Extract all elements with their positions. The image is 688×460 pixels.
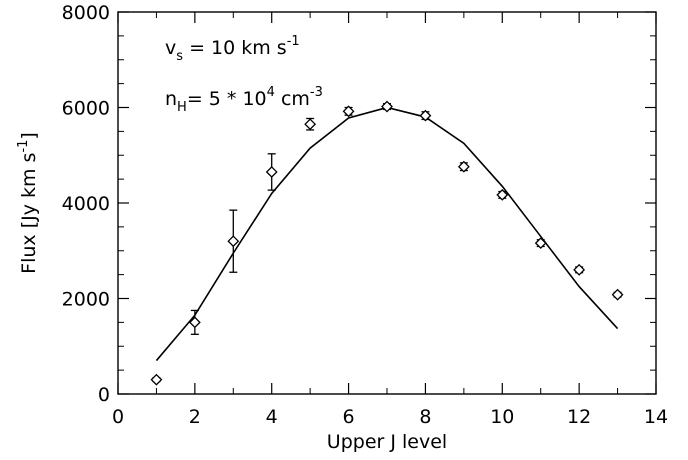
diamond-marker [304,118,317,131]
annotation-velocity-sub: s [176,49,183,64]
diamond-marker [150,373,163,386]
data-point [381,100,393,113]
diamond-marker [457,160,470,173]
x-tick-label: 12 [567,406,591,428]
annotation-density-symbol: n [165,88,177,110]
diamond-marker [342,105,355,118]
diamond-marker [573,263,586,276]
axis-ticks [117,11,657,395]
data-point [265,153,278,191]
annotation-density: nH= 5 * 104 cm-3 [165,85,323,115]
x-tick-label: 0 [112,406,124,428]
data-point [150,373,163,386]
y-axis-title-main: Flux [Jy km s [18,153,40,274]
x-tick-label: 4 [266,406,278,428]
data-point [573,263,586,276]
y-tick-label: 8000 [62,2,110,24]
plot-frame [117,11,657,395]
annotation-density-value: = 5 * 10 [187,88,267,110]
x-tick-label: 8 [419,406,431,428]
diamond-marker [496,188,509,201]
axis-tick-labels: 0 2 4 6 8 10 12 14 0 2000 4000 6000 8000 [62,2,668,428]
diamond-marker [534,237,547,250]
diamond-marker [227,235,240,248]
y-tick-label: 0 [98,384,110,406]
y-tick-label: 2000 [62,289,110,311]
annotation-velocity: vs = 10 km s-1 [165,34,300,64]
model-line [155,106,619,362]
data-point [457,160,470,173]
data-point [419,109,432,122]
y-tick-label: 6000 [62,98,110,120]
data-point [188,309,201,335]
annotation-density-sub: H [177,100,187,115]
x-tick-label: 14 [644,406,668,428]
data-point [534,237,547,250]
annotation-density-exp: 4 [267,85,275,100]
data-point [611,288,624,301]
diamond-marker [265,166,278,178]
diamond-marker [188,316,201,329]
data-point [496,188,509,201]
annotation-density-unit: cm [275,88,310,110]
y-axis-title: Flux [Jy km s-1] [16,132,40,274]
y-axis-title-end: ] [18,132,40,139]
x-tick-label: 10 [490,406,514,428]
annotation-density-unit-sup: -3 [310,85,323,100]
diamond-marker [419,109,432,122]
annotation-velocity-value: = 10 km s [183,37,287,59]
y-tick-label: 4000 [62,193,110,215]
y-axis-title-sup: -1 [16,140,31,153]
x-axis-title: Upper J level [327,431,447,453]
data-point [304,117,317,131]
diamond-marker [381,100,393,113]
data-point [342,105,355,118]
annotation-velocity-sup: -1 [287,34,300,49]
x-tick-label: 2 [189,406,201,428]
diamond-marker [611,288,624,301]
annotation-velocity-symbol: v [165,37,176,59]
model-line-group [155,106,619,362]
x-tick-label: 6 [343,406,355,428]
data-points-group [150,100,624,386]
data-point [227,209,240,273]
